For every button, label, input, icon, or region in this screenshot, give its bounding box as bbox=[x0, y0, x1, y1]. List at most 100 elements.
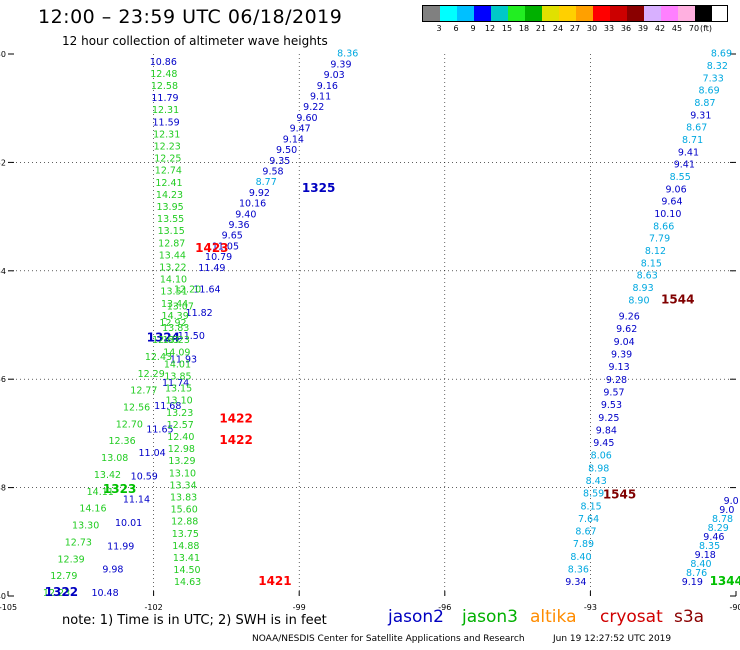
wave-height-value: 12.43 bbox=[145, 352, 172, 363]
wave-height-value: 9.41 bbox=[678, 147, 699, 158]
wave-height-value: 13.51 bbox=[160, 287, 187, 298]
legend-tick-label: 27 bbox=[569, 24, 581, 33]
lat-tick-label: -38 bbox=[0, 484, 6, 493]
wave-height-value: 13.44 bbox=[159, 250, 186, 261]
wave-height-value: 8.40 bbox=[570, 552, 591, 563]
legend-swatch bbox=[508, 6, 525, 21]
wave-height-value: 10.86 bbox=[150, 57, 177, 68]
legend-tick-label: 21 bbox=[535, 24, 547, 33]
wave-height-value: 11.68 bbox=[154, 401, 181, 412]
pass-number-label: 1325 bbox=[302, 181, 335, 195]
wave-height-value: 11.93 bbox=[170, 355, 197, 366]
wave-height-value: 12.29 bbox=[138, 369, 165, 380]
wave-height-value: 8.87 bbox=[694, 98, 715, 109]
pass-number-label: 1423 bbox=[195, 241, 228, 255]
legend-swatch bbox=[627, 6, 644, 21]
wave-height-value: 12.41 bbox=[155, 178, 182, 189]
wave-height-value: 9.65 bbox=[222, 231, 243, 242]
wave-height-value: 12.31 bbox=[152, 105, 179, 116]
wave-height-value: 12.58 bbox=[151, 81, 178, 92]
legend-swatch bbox=[644, 6, 661, 21]
wave-height-value: 9.98 bbox=[102, 565, 123, 576]
wave-height-value: 13.41 bbox=[173, 553, 200, 564]
wave-height-value: 9.04 bbox=[614, 337, 635, 348]
wave-height-value: 7.89 bbox=[573, 539, 594, 550]
pass-number-label: 1344 bbox=[710, 574, 740, 588]
wave-height-value: 9.0 bbox=[724, 496, 739, 507]
wave-height-value: 11.04 bbox=[139, 448, 166, 459]
legend-tick-label: 36 bbox=[620, 24, 632, 33]
wave-height-value: 13.07 bbox=[167, 301, 194, 312]
wave-height-value: 9.34 bbox=[565, 577, 586, 588]
wave-height-value: 12.25 bbox=[154, 154, 181, 165]
wave-height-value: 8.69 bbox=[698, 86, 719, 97]
lat-tick-label: -40 bbox=[0, 592, 6, 601]
wave-height-value: 12.56 bbox=[123, 403, 150, 414]
wave-height-value: 12.70 bbox=[116, 419, 143, 430]
wave-height-value: 9.16 bbox=[317, 81, 338, 92]
wave-height-value: 9.53 bbox=[601, 400, 622, 411]
wave-height-value: 12.92 bbox=[159, 318, 186, 329]
wave-height-value: 12.39 bbox=[57, 554, 84, 565]
wave-height-value: 8.59 bbox=[583, 489, 604, 500]
wave-height-value: 13.83 bbox=[170, 492, 197, 503]
legend-tick-label: 70 bbox=[688, 24, 700, 33]
wave-height-value: 8.36 bbox=[568, 565, 589, 576]
wave-height-value: 13.10 bbox=[169, 468, 196, 479]
lon-tick-label: -90 bbox=[729, 603, 740, 612]
pass-number-label: 1421 bbox=[258, 574, 291, 588]
wave-height-value: 10.59 bbox=[131, 471, 158, 482]
wave-height-value: 12.63 bbox=[152, 335, 179, 346]
wave-height-value: 13.22 bbox=[159, 263, 186, 274]
wave-height-value: 9.39 bbox=[611, 350, 632, 361]
wave-height-value: 14.11 bbox=[87, 487, 114, 498]
wave-height-value: 12.23 bbox=[43, 588, 70, 599]
wave-height-value: 12.57 bbox=[167, 420, 194, 431]
wave-height-value: 11.59 bbox=[153, 117, 180, 128]
credit-text: NOAA/NESDIS Center for Satellite Applica… bbox=[252, 634, 525, 644]
legend-swatch bbox=[576, 6, 593, 21]
wave-height-value: 13.85 bbox=[164, 371, 191, 382]
legend-swatch bbox=[559, 6, 576, 21]
wave-height-value: 8.43 bbox=[586, 476, 607, 487]
wave-height-value: 12.88 bbox=[171, 517, 198, 528]
wave-height-value: 8.77 bbox=[256, 177, 277, 188]
pass-number-label: 1323 bbox=[103, 482, 136, 496]
lat-tick-label: -36 bbox=[0, 375, 6, 384]
wave-height-value: 9.58 bbox=[262, 166, 283, 177]
wave-height-value: 9.11 bbox=[310, 92, 331, 103]
wave-height-value: 14.10 bbox=[160, 275, 187, 286]
legend-tick-label: 33 bbox=[603, 24, 615, 33]
wave-height-value: 13.42 bbox=[94, 470, 121, 481]
wave-height-value: 8.15 bbox=[641, 258, 662, 269]
wave-height-value: 7.33 bbox=[703, 73, 724, 84]
wave-height-value: 14.63 bbox=[174, 577, 201, 588]
legend-tick-label: 6 bbox=[453, 24, 459, 33]
wave-height-value: 8.35 bbox=[699, 541, 720, 552]
map-subtitle: 12 hour collection of altimeter wave hei… bbox=[62, 34, 328, 48]
wave-height-value: 13.23 bbox=[166, 408, 193, 419]
wave-height-value: 11.49 bbox=[198, 263, 225, 274]
legend-tick-label: 24 bbox=[552, 24, 564, 33]
satellite-label-jason2: jason2 bbox=[388, 607, 444, 627]
legend-ticks: 3 6 9 12 15 18 21 24 27 30 33 36 39 42 45 70 (ft) bbox=[422, 22, 728, 36]
map-title: 12:00 – 23:59 UTC 06/18/2019 bbox=[38, 6, 343, 28]
wave-height-value: 7.64 bbox=[578, 514, 599, 525]
wave-height-value: 11.65 bbox=[146, 425, 173, 436]
legend-tick-label: 30 bbox=[586, 24, 598, 33]
lon-tick-label: -93 bbox=[584, 603, 597, 612]
wave-height-value: 11.05 bbox=[212, 241, 239, 252]
legend-tick-label: 39 bbox=[637, 24, 649, 33]
wave-height-value: 8.76 bbox=[686, 568, 707, 579]
wave-height-value: 9.0 bbox=[719, 505, 734, 516]
wave-height-value: 11.50 bbox=[178, 331, 205, 342]
wave-height-value: 9.50 bbox=[276, 145, 297, 156]
lon-tick-label: -99 bbox=[293, 603, 306, 612]
satellite-label-s3a: s3a bbox=[674, 607, 705, 627]
pass-number-label: 1322 bbox=[45, 585, 78, 599]
wave-height-value: 10.10 bbox=[654, 209, 681, 220]
wave-height-value: 8.66 bbox=[653, 221, 674, 232]
wave-height-value: 12.48 bbox=[150, 69, 177, 80]
legend-tick-label: 3 bbox=[436, 24, 442, 33]
